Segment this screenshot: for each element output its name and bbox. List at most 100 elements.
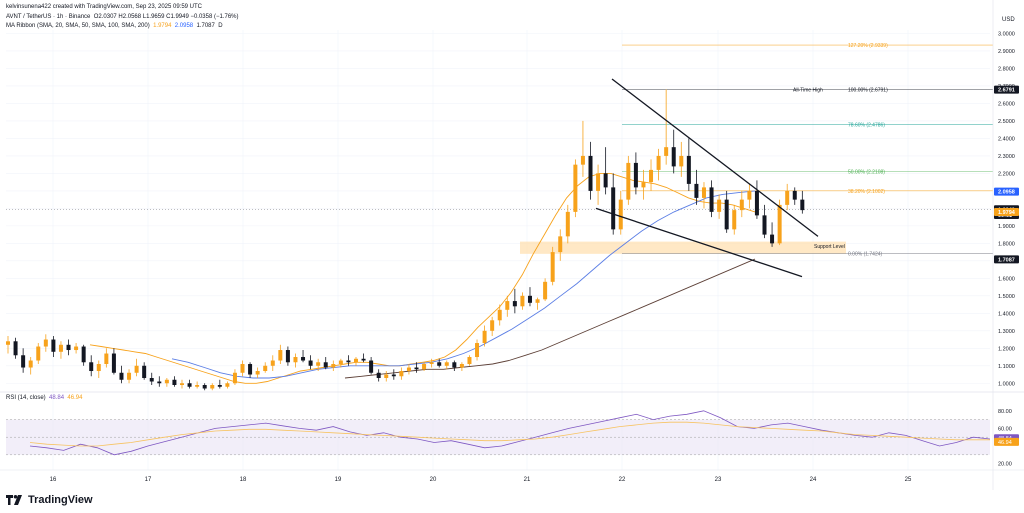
candle-body xyxy=(406,367,411,372)
candle-body xyxy=(505,301,510,310)
price-tick-label: 1.6000 xyxy=(998,276,1015,282)
ma-ribbon-label: MA Ribbon (SMA, 20, SMA, 50, SMA, 100, S… xyxy=(6,23,150,29)
candle-body xyxy=(732,210,737,230)
candle-body xyxy=(686,155,691,184)
price-badge-label: 1.9794 xyxy=(998,210,1016,216)
candle-body xyxy=(475,343,480,358)
attribution-text: kelvinsunena422 created with TradingView… xyxy=(6,4,203,10)
candle-body xyxy=(308,360,313,366)
time-axis[interactable]: 16 17 18 19 20 21 22 23 24 25 xyxy=(0,469,1024,483)
candle-body xyxy=(641,182,646,188)
rsi-ma-value: 46.94 xyxy=(67,395,83,401)
price-tick-label: 1.2000 xyxy=(998,346,1015,352)
price-tick-label: 1.4000 xyxy=(998,311,1015,317)
candle-body xyxy=(414,367,419,370)
price-tick-label: 3.0000 xyxy=(998,31,1015,37)
price-badge-label: 2.6791 xyxy=(998,88,1015,94)
price-tick-label: 2.5000 xyxy=(998,119,1015,125)
fibonacci-levels: 127.20% (2.9339) 100.00% (2.6791) 78.60% (… xyxy=(6,43,993,257)
ma-suffix: D xyxy=(218,23,223,29)
candle-body xyxy=(399,371,404,377)
candle-body xyxy=(785,190,790,205)
candle-body xyxy=(338,360,343,365)
candle-body xyxy=(58,344,63,352)
candle-body xyxy=(558,236,563,253)
candle-body xyxy=(459,364,464,368)
price-axis[interactable]: 1.0000 1.1000 1.2000 1.3000 1.4000 1.5000 1.60… xyxy=(992,0,1015,490)
tradingview-logo-icon xyxy=(6,495,22,505)
price-badge xyxy=(994,187,1019,196)
candle-body xyxy=(172,379,177,386)
candle-body xyxy=(127,372,132,380)
trendlines xyxy=(595,78,819,278)
candle-body xyxy=(13,341,18,356)
ma-ribbon-legend[interactable]: MA Ribbon (SMA, 20, SMA, 50, SMA, 100, S… xyxy=(6,23,223,29)
candle-body xyxy=(754,190,759,216)
candle-body xyxy=(187,383,192,387)
rsi-ma-line xyxy=(29,421,990,447)
candle-body xyxy=(285,350,290,363)
candle-body xyxy=(482,330,487,344)
fib-level-label: 38.20% (2.1002) xyxy=(848,189,885,195)
candle-body xyxy=(520,295,525,307)
candle-body xyxy=(452,362,457,368)
candle-body xyxy=(301,357,306,361)
candle-body xyxy=(497,309,502,321)
price-tick-label: 2.8000 xyxy=(998,66,1015,72)
price-tick-label: 2.2000 xyxy=(998,171,1015,177)
candle-body xyxy=(512,301,517,307)
candle-body xyxy=(278,350,283,361)
candle-body xyxy=(792,190,797,200)
candle-body xyxy=(724,199,729,230)
candle-body xyxy=(111,353,116,373)
price-tick-label: 1.5000 xyxy=(998,294,1015,300)
rsi-legend[interactable]: RSI (14, close) 48.84 46.94 xyxy=(6,395,82,401)
candle-body xyxy=(588,155,593,191)
candle-body xyxy=(210,385,215,389)
support-level-label: Support Level xyxy=(814,244,845,250)
rsi-tick-label: 20.00 xyxy=(998,462,1012,468)
rsi-tick-label: 80.00 xyxy=(998,409,1012,415)
grid xyxy=(6,30,990,470)
candle-body xyxy=(81,346,86,363)
rsi-tick-label: 60.00 xyxy=(998,426,1012,432)
symbol-legend[interactable]: AVNT / TetherUS · 1h · Binance O2.0307 H… xyxy=(6,14,239,20)
moving-averages xyxy=(89,172,756,384)
candle-body xyxy=(596,173,601,191)
candle-body xyxy=(535,299,540,303)
tradingview-logo[interactable]: TradingView xyxy=(6,494,93,506)
fib-level-label: 127.20% (2.9339) xyxy=(848,43,888,49)
symbol-label: AVNT / TetherUS · 1h · Binance xyxy=(6,14,91,20)
time-tick-label: 20 xyxy=(430,477,437,483)
candle-body xyxy=(74,346,79,351)
candle-body xyxy=(580,155,585,165)
candle-body xyxy=(346,360,351,363)
candle-body xyxy=(717,199,722,212)
candle-body xyxy=(6,341,10,345)
time-tick-label: 16 xyxy=(50,477,57,483)
price-tick-label: 1.8000 xyxy=(998,241,1015,247)
candle-body xyxy=(353,358,358,363)
lower-trendline xyxy=(595,207,803,278)
candle-body xyxy=(550,252,555,282)
candle-body xyxy=(777,204,782,244)
support-zone-rect xyxy=(520,241,846,254)
candle-body xyxy=(747,190,752,200)
candle-body xyxy=(376,372,381,379)
ma50-line xyxy=(171,190,756,379)
candle-body xyxy=(255,371,260,375)
price-badge xyxy=(994,85,1019,94)
fib-level-label: 0.00% (1.7424) xyxy=(848,251,883,257)
candle-body xyxy=(467,357,472,365)
time-tick-label: 21 xyxy=(524,477,531,483)
candle-body xyxy=(649,169,654,183)
candle-body xyxy=(770,234,775,244)
support-zone: Support Level xyxy=(520,241,846,254)
candle-body xyxy=(195,385,200,387)
rsi-badge-label: 46.94 xyxy=(998,440,1012,446)
rsi-value: 48.84 xyxy=(49,395,65,401)
time-tick-label: 23 xyxy=(715,477,722,483)
